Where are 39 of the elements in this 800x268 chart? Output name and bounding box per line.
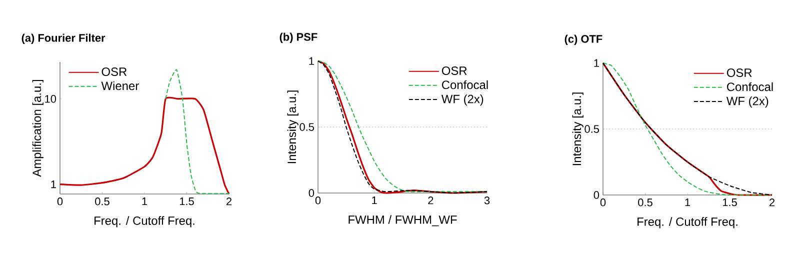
x-axis-title: Freq. / Cutoff Freq. [638,217,738,228]
x-tick-label: 1 [372,196,377,204]
chart-title: (b) PSF [280,32,318,43]
x-tick-label: 1 [685,198,690,206]
x-tick-label: 2 [428,196,434,204]
legend-label: WF (2x) [441,94,484,106]
legend-label: Wiener [101,81,139,90]
legend-label: Confocal [442,80,488,90]
x-tick-label: 0 [315,196,321,204]
y-tick-label: 0 [308,189,314,197]
legend-label: Confocal [727,82,773,92]
line-series [165,69,230,194]
x-axis-title: Freq. / Cutoff Freq. [94,216,194,228]
x-tick-label: 0 [57,198,63,206]
y-tick-label: 1 [309,57,314,65]
y-axis-title: Intensity [a.u.] [287,90,298,164]
y-axis-title: Amplification [a.u.] [32,80,44,177]
x-tick-label: 2 [226,198,232,206]
y-axis-title: Intensity [a.u.] [572,92,584,166]
x-tick-label: 0.5 [95,198,110,206]
x-tick-label: 0.5 [638,198,652,206]
legend-label: OSR [102,68,127,76]
chart-title: (c) OTF [564,34,602,45]
y-tick-label: 0.5 [300,123,314,131]
x-tick-label: 1.5 [722,198,737,206]
chart-title: (a) Fourier Filter [22,34,106,44]
legend-label: OSR [726,68,752,77]
legend-label: OSR [442,66,467,75]
y-tick-label: 10 [45,94,56,103]
x-tick-label: 3 [484,196,490,204]
x-tick-label: 2 [770,198,775,206]
x-tick-label: 0 [600,198,606,206]
x-axis-title: FWHM / FWHM_WF [348,215,457,226]
legend-label: WF (2x) [726,96,768,108]
x-tick-label: 1.5 [180,198,194,206]
y-tick-label: 0 [594,191,600,199]
y-tick-label: 0.5 [584,125,600,133]
y-tick-label: 1 [594,59,599,67]
x-tick-label: 1 [142,198,148,206]
